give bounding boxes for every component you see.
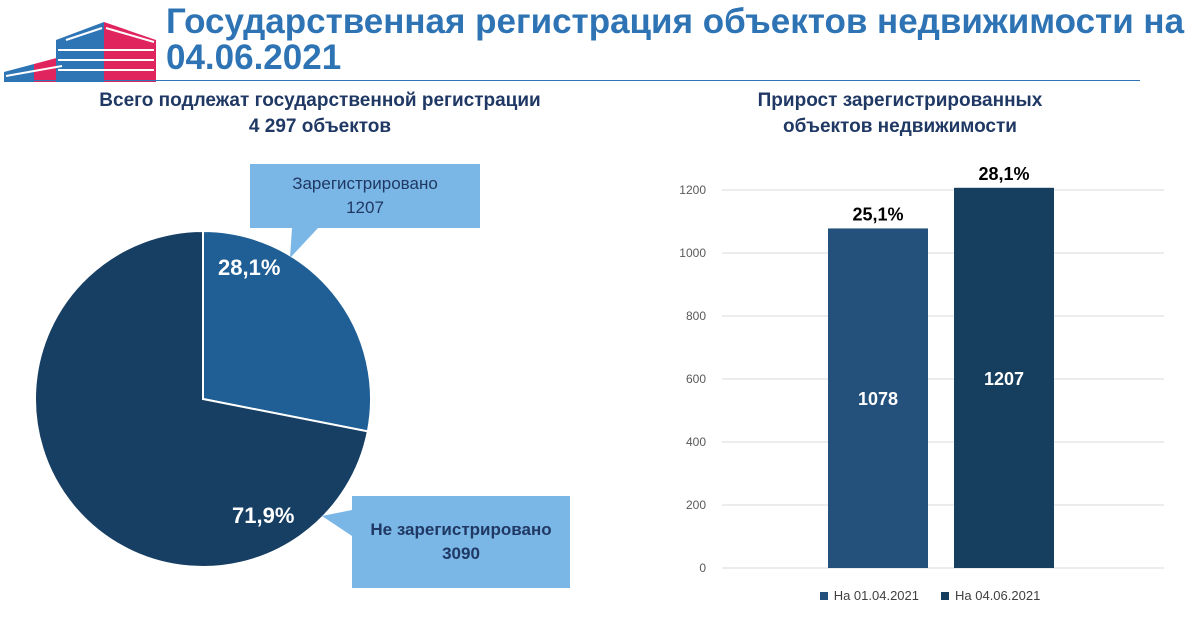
bar-value-label-1: 1078 bbox=[858, 389, 898, 409]
legend-label-second: На 04.06.2021 bbox=[955, 588, 1041, 603]
bar-value-label-2: 1207 bbox=[984, 369, 1024, 389]
pie-slice-registered bbox=[202, 229, 372, 433]
y-tick-label: 1200 bbox=[679, 183, 706, 197]
y-tick-label: 1000 bbox=[679, 246, 706, 260]
logo-buildings bbox=[4, 22, 156, 82]
bar-legend: На 01.04.2021 На 04.06.2021 bbox=[700, 588, 1160, 603]
callout-registered-pointer bbox=[290, 228, 318, 258]
bar-chart-title: Прирост зарегистрированных объектов недв… bbox=[700, 88, 1100, 140]
callout-unregistered-value: 3090 bbox=[442, 544, 480, 563]
bar-1 bbox=[828, 228, 928, 568]
y-tick-label: 800 bbox=[686, 309, 706, 323]
pie-chart-title: Всего подлежат государственной регистрац… bbox=[40, 88, 600, 140]
legend-swatch-second bbox=[941, 591, 949, 600]
y-tick-label: 0 bbox=[699, 561, 706, 575]
callout-registered: Зарегистрировано 1207 bbox=[250, 164, 480, 228]
legend-item-first: На 01.04.2021 bbox=[819, 588, 919, 603]
pie-slice-unregistered bbox=[34, 229, 370, 568]
callout-unregistered: Не зарегистрировано 3090 bbox=[352, 496, 570, 588]
pie-chart bbox=[34, 228, 372, 568]
bar-2 bbox=[954, 187, 1054, 569]
page-title: Государственная регистрация объектов нед… bbox=[166, 2, 1185, 77]
callout-unregistered-label: Не зарегистрировано bbox=[370, 520, 552, 539]
bar-top-label-1: 25,1% bbox=[852, 204, 903, 224]
y-tick-label: 600 bbox=[686, 372, 706, 386]
buildings-logo-icon bbox=[4, 22, 156, 82]
callout-registered-value: 1207 bbox=[346, 198, 384, 217]
y-tick-label: 200 bbox=[686, 498, 706, 512]
pie-label-unregistered: 71,9% bbox=[232, 503, 295, 528]
pie-title-line-2: 4 297 объектов bbox=[248, 116, 392, 137]
legend-label-first: На 01.04.2021 bbox=[833, 588, 919, 603]
bar-title-line-2: объектов недвижимости bbox=[783, 116, 1017, 137]
legend-item-second: На 04.06.2021 bbox=[941, 588, 1040, 603]
bar-top-label-2: 28,1% bbox=[978, 164, 1029, 184]
pie-title-line-1: Всего подлежат государственной регистрац… bbox=[99, 90, 541, 111]
bar-chart: 0 200 400 600 800 1000 1200 1078 25,1% 1207 28,1% bbox=[679, 164, 1164, 575]
y-tick-label: 400 bbox=[686, 435, 706, 449]
callout-registered-label: Зарегистрировано bbox=[292, 174, 438, 193]
callout-unregistered-pointer bbox=[322, 510, 352, 536]
bar-title-line-1: Прирост зарегистрированных bbox=[757, 90, 1043, 111]
pie-label-registered: 28,1% bbox=[218, 255, 281, 280]
title-divider bbox=[4, 80, 1140, 81]
legend-swatch-first bbox=[819, 591, 828, 600]
